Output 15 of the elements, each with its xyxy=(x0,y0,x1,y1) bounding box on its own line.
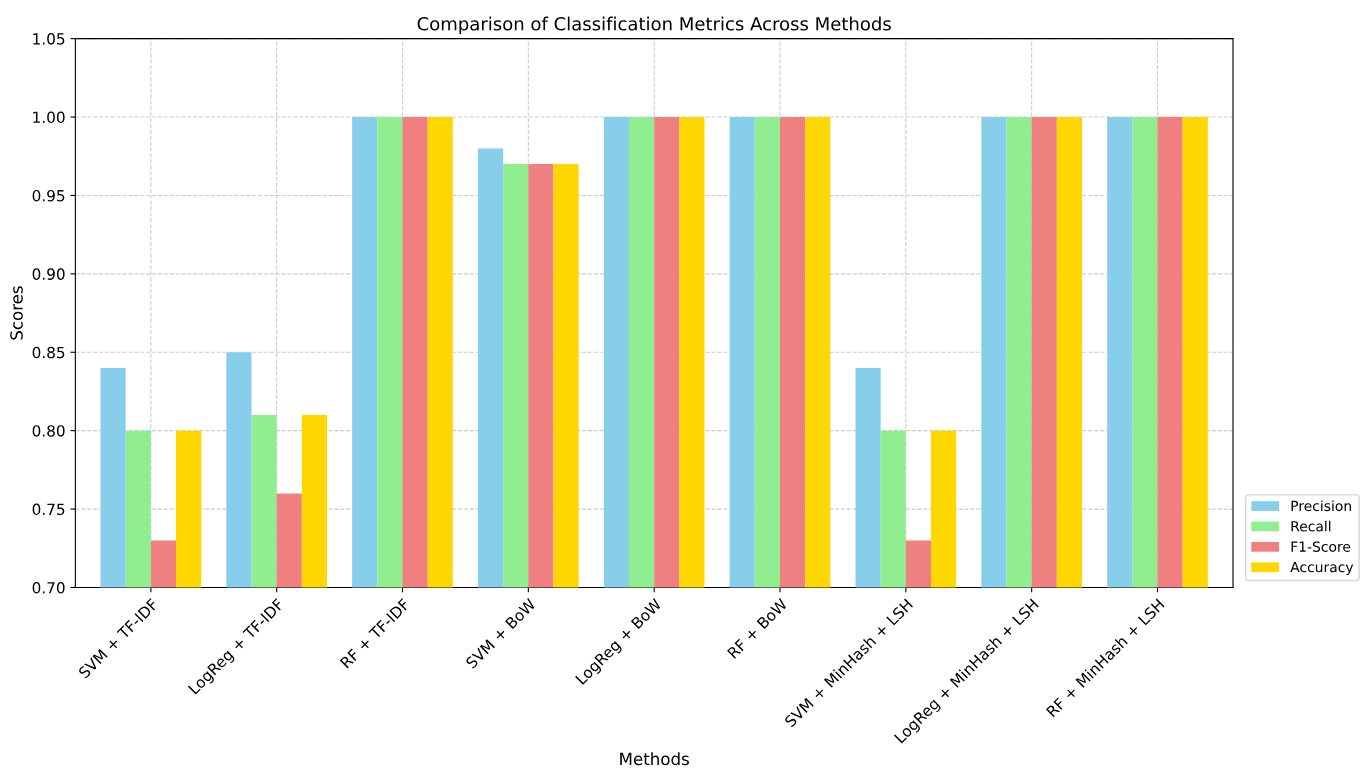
x-axis-title: Methods xyxy=(620,752,689,766)
chart-title: Comparison of Classification Metrics Across Methods xyxy=(417,16,891,35)
y-tick-label: 0.80 xyxy=(32,425,65,437)
legend-label: Accuracy xyxy=(1290,561,1354,575)
y-tick-label: 1.00 xyxy=(33,111,65,124)
y-tick-label: 0.95 xyxy=(32,189,65,202)
y-tick-label: 1.05 xyxy=(33,33,65,45)
y-axis-title: Scores xyxy=(10,286,23,340)
y-tick-label: 0.90 xyxy=(32,268,65,280)
y-tick-label: 0.75 xyxy=(32,503,65,516)
legend-label: F1-Score xyxy=(1291,541,1351,552)
y-tick-label: 0.85 xyxy=(32,346,65,359)
legend-label: Precision xyxy=(1291,500,1351,512)
legend-label: Recall xyxy=(1291,520,1331,532)
y-tick-label: 0.70 xyxy=(32,581,65,594)
